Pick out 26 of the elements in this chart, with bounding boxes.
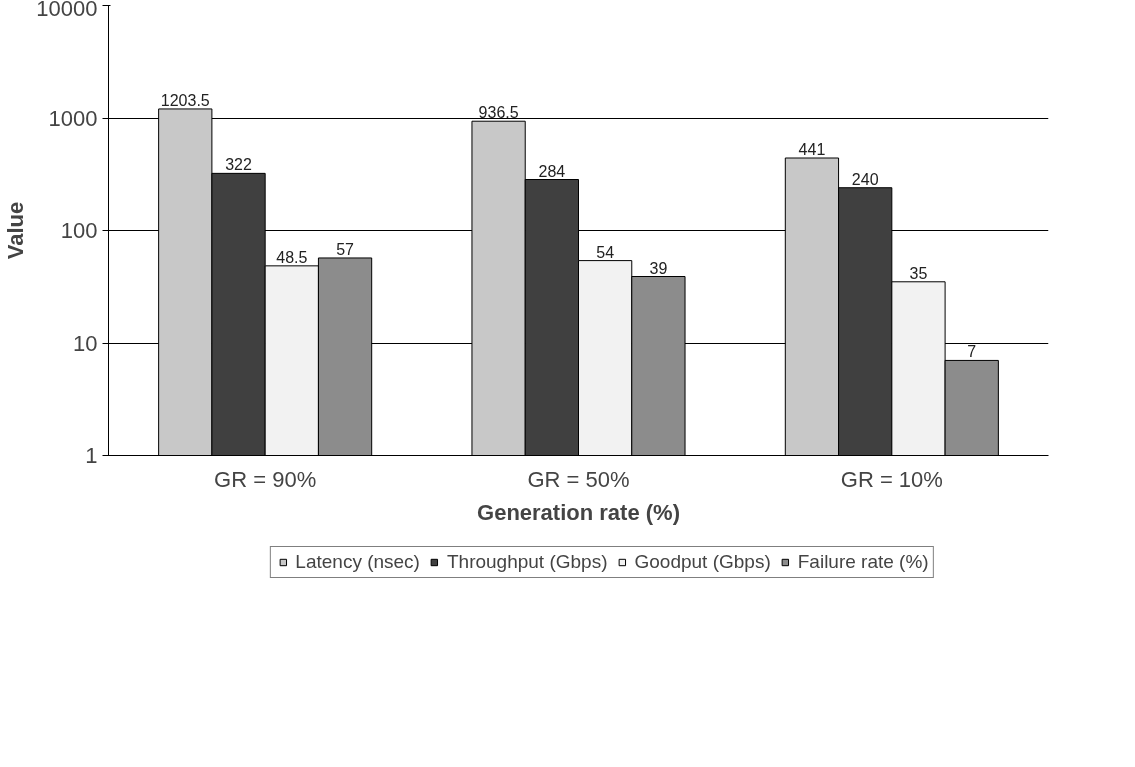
y-tick-label: 100 <box>60 218 98 243</box>
y-axis-title: Value <box>3 201 29 260</box>
x-tick-label: GR = 90% <box>214 466 317 492</box>
y-tick-label: 10 <box>73 330 98 356</box>
legend-label: Throughput (Gbps) <box>446 551 608 573</box>
data-label: 54 <box>596 243 615 261</box>
data-label: 936.5 <box>478 104 519 122</box>
legend-label: Failure rate (%) <box>797 551 929 573</box>
data-label: 35 <box>909 264 928 282</box>
data-label: 322 <box>225 156 252 174</box>
legend-label: Goodput (Gbps) <box>634 551 771 573</box>
data-label: 57 <box>336 240 355 258</box>
data-label: 39 <box>649 259 668 277</box>
data-label: 48.5 <box>276 248 308 266</box>
x-axis-title: Generation rate (%) <box>477 499 680 525</box>
data-label: 240 <box>851 170 879 188</box>
data-label: 1203.5 <box>160 91 210 109</box>
y-tick-label: 10000 <box>36 0 98 21</box>
data-label: 441 <box>798 141 826 158</box>
y-tick-label: 1000 <box>48 105 98 131</box>
y-tick-label: 1 <box>85 443 98 468</box>
data-label: 7 <box>967 343 977 361</box>
data-label: 284 <box>538 162 566 180</box>
legend-label: Latency (nsec) <box>295 551 420 573</box>
x-tick-label: GR = 50% <box>527 466 630 492</box>
x-tick-label: GR = 10% <box>840 466 943 492</box>
